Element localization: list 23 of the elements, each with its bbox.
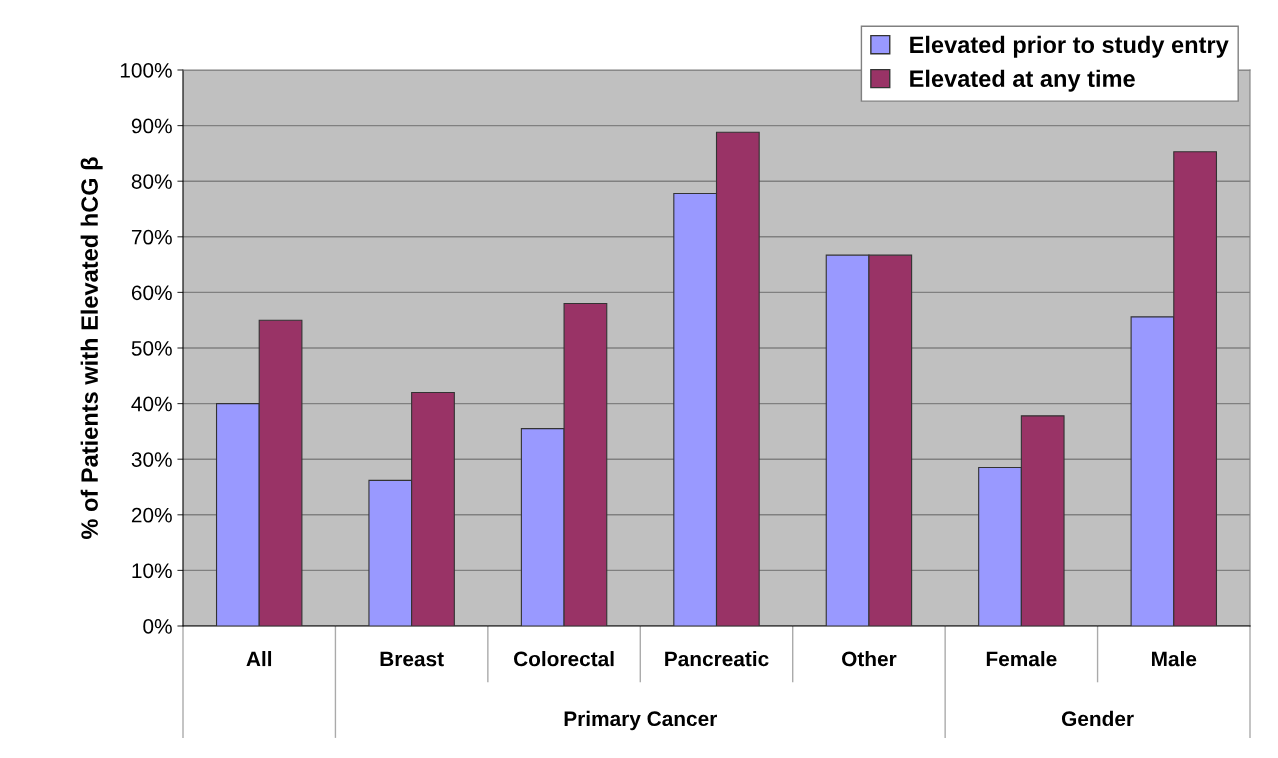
legend-label: Elevated prior to study entry — [910, 35, 1229, 58]
x-tick-label: Colorectal — [513, 651, 614, 667]
y-tick-label: 90% — [131, 118, 172, 134]
y-tick-label: 50% — [131, 341, 172, 356]
text: Primary Cancer — [564, 710, 717, 731]
x-tick-label: All — [246, 651, 272, 667]
y-tick-label: 60% — [131, 285, 172, 301]
x-tick-label: Pancreatic — [665, 651, 769, 667]
y-tick-label: 80% — [131, 174, 172, 189]
y-tick-label: 10% — [132, 563, 172, 579]
x-tick-label: Breast — [380, 651, 444, 667]
x-tick-label: Other — [842, 651, 897, 667]
y-tick-label: 70% — [131, 229, 172, 245]
y-tick-label: 30% — [131, 452, 172, 467]
legend-label: Elevated at any time — [910, 69, 1135, 92]
text: Gender — [1061, 710, 1134, 727]
y-axis-title: % of Patients with Elevated hCG β — [80, 157, 103, 539]
y-tick-label: 20% — [131, 507, 172, 523]
y-tick-label: 0% — [143, 619, 172, 634]
x-tick-label: Female — [986, 651, 1057, 667]
y-tick-label: 40% — [131, 396, 172, 412]
y-tick-label: 100% — [120, 63, 172, 78]
x-tick-label: Male — [1152, 651, 1197, 667]
